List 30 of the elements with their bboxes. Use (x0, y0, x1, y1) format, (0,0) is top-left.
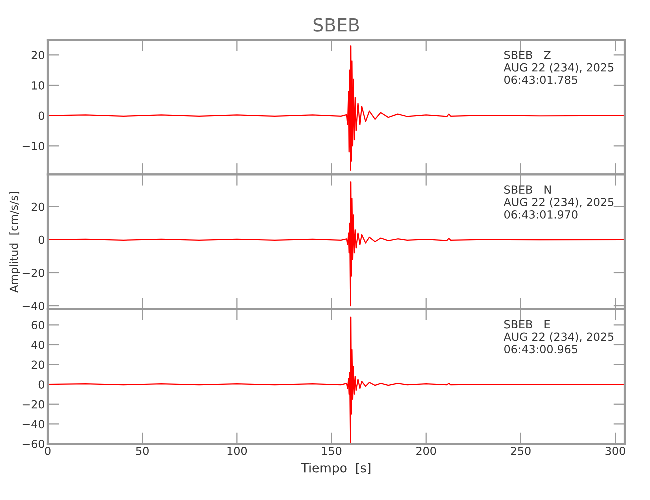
y-tick-label: −40 (22, 302, 44, 310)
y-tick-label: 0 (38, 112, 44, 120)
y-tick-label: 40 (32, 340, 44, 350)
x-tick-label: 100 (228, 446, 248, 456)
x-tick-label: 300 (606, 446, 626, 456)
x-tick-label: 50 (136, 446, 149, 456)
x-axis-title: Tiempo [s] (301, 463, 371, 476)
x-tick-label: 250 (511, 446, 531, 456)
y-tick-label: −20 (22, 268, 44, 278)
y-tick-label: −20 (22, 400, 44, 409)
y-tick-label: 0 (38, 380, 44, 389)
y-tick-label: 20 (32, 51, 44, 60)
annotation: SBEB E AUG 22 (234), 2025 06:43:00.965 (504, 320, 614, 354)
x-tick-label: 0 (45, 446, 51, 456)
x-tick-label: 200 (416, 446, 436, 456)
y-tick-label: 0 (38, 236, 44, 244)
y-tick-label: −40 (22, 420, 44, 429)
y-tick-label: 10 (32, 81, 44, 90)
y-tick-label: −10 (22, 142, 44, 151)
annotation: SBEB N AUG 22 (234), 2025 06:43:01.970 (504, 186, 614, 219)
annotation: SBEB Z AUG 22 (234), 2025 06:43:01.785 (504, 50, 614, 84)
line-series (48, 46, 625, 171)
chart-title: SBEB (314, 18, 360, 32)
y-tick-label: −60 (22, 440, 44, 448)
y-tick-label: 60 (32, 321, 44, 330)
x-tick-label: 150 (322, 446, 342, 456)
y-tick-label: 20 (32, 202, 44, 212)
y-axis-title: Amplitud [cm/s/s] (10, 192, 20, 293)
y-tick-label: 20 (32, 360, 44, 370)
line-series (48, 182, 625, 307)
